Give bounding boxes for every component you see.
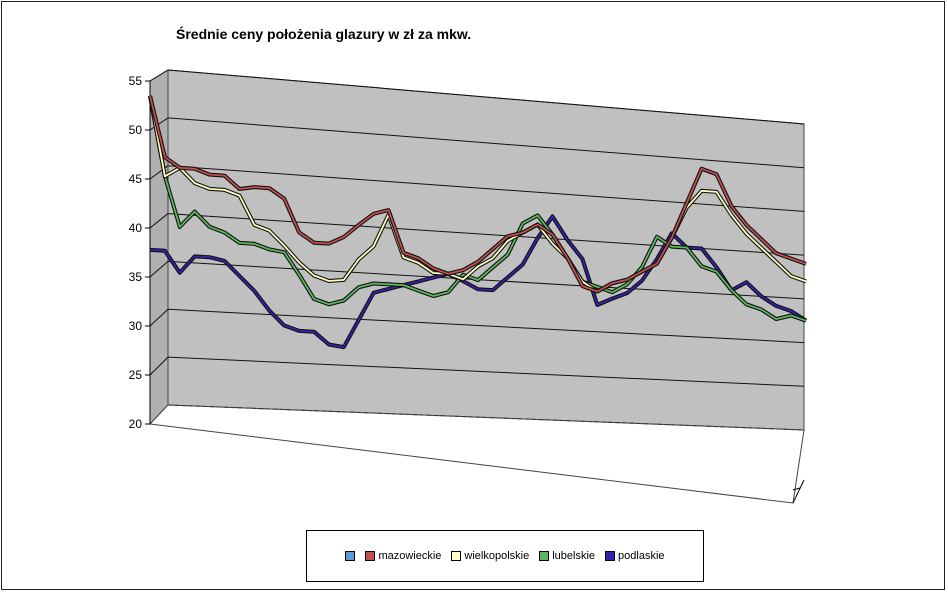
series-mazowieckie-line: [149, 95, 807, 293]
gridline: [167, 69, 805, 125]
plot-floor: [148, 404, 805, 504]
legend-swatch: [451, 551, 462, 561]
plot-back-wall: [167, 69, 805, 431]
y-tick-label: 25: [129, 368, 143, 382]
legend-label: mazowieckie: [378, 550, 442, 562]
legend-item: wielkopolskie: [451, 550, 529, 562]
legend-label: wielkopolskie: [464, 550, 530, 562]
chart-title: Średnie ceny położenia glazury w zł za m…: [176, 26, 472, 42]
y-tick-label: 55: [129, 74, 143, 88]
legend-label: podlaskie: [618, 550, 665, 562]
legend-swatch: [539, 551, 550, 561]
gridline-side: [149, 213, 169, 229]
gridline: [167, 260, 805, 300]
y-tick-label: 40: [129, 221, 143, 235]
gridline-side: [149, 117, 169, 131]
legend-item: [345, 551, 356, 561]
y-tick-label: 45: [129, 172, 143, 186]
series-podlaskie-line: [149, 215, 807, 349]
legend-item: podlaskie: [605, 550, 665, 562]
legend-swatch: [365, 551, 376, 561]
legend-item: mazowieckie: [365, 550, 441, 562]
gridline-side: [149, 261, 169, 278]
series-wielkopolskie-line: [149, 95, 807, 293]
gridline-side: [149, 308, 169, 327]
legend-swatch: [605, 551, 616, 561]
gridline: [167, 165, 805, 212]
legend-item: lubelskie: [539, 550, 595, 562]
plot-side-wall: [149, 69, 169, 426]
x-axis-depth-mark: [792, 479, 805, 504]
gridline-side: [149, 356, 169, 376]
y-tick-label: 35: [129, 270, 143, 284]
series-lubelskie-line: [149, 95, 807, 322]
gridline-side: [149, 69, 169, 82]
gridline-base: [167, 404, 805, 431]
gridline: [167, 117, 805, 169]
y-tick-label: 30: [129, 319, 143, 333]
y-tick-label: 20: [129, 417, 143, 431]
gridline: [167, 356, 805, 387]
legend-label: lubelskie: [552, 550, 596, 562]
x-axis-depth-tick: [792, 487, 801, 491]
legend-swatch: [345, 551, 356, 561]
y-tick-label: 50: [129, 123, 143, 137]
chart-legend: mazowieckie wielkopolskie lubelskie podlask…: [306, 530, 704, 582]
